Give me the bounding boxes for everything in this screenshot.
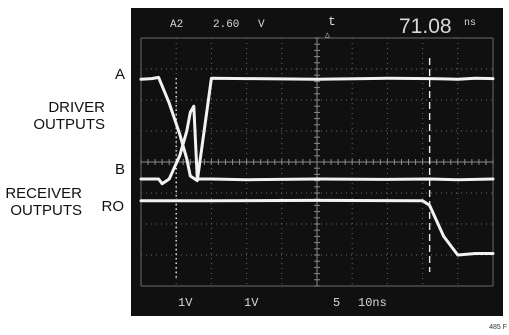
label-receiver-outputs: RECEIVER OUTPUTS (0, 185, 82, 219)
label-receiver-line2: OUTPUTS (10, 202, 82, 219)
readout-delta-triangle: △ (325, 31, 330, 40)
trace-b (139, 104, 495, 186)
footer-math-scale: 5 (333, 296, 340, 310)
readout-delta-unit: ns (464, 18, 476, 29)
footer-ch2-scale: 1V (244, 296, 259, 310)
trace-layer (139, 75, 495, 257)
label-driver-line1: DRIVER (48, 99, 105, 116)
trace-a (139, 75, 495, 183)
footer-readout: 1V 1V 5 10ns (178, 296, 387, 310)
readout-delta-value: 71.08 (399, 15, 452, 38)
label-b: B (114, 161, 125, 178)
figure-id: 485 F (489, 324, 507, 331)
label-driver-line2: OUTPUTS (33, 116, 105, 133)
header-readout: A2 2.60 V t △ 71.08 ns (170, 14, 476, 40)
footer-timebase: 10ns (358, 296, 387, 310)
label-driver-outputs: DRIVER OUTPUTS (0, 99, 105, 133)
readout-trigger-level: 2.60 (213, 19, 239, 31)
trace-ro (139, 198, 495, 257)
cursor-layer (175, 58, 431, 280)
label-receiver-line1: RECEIVER (5, 185, 82, 202)
label-a: A (114, 66, 125, 83)
readout-channel: A2 (170, 19, 183, 31)
label-ro: RO (101, 198, 125, 215)
oscilloscope-screen: A2 2.60 V t △ 71.08 ns 1V 1V 5 10ns (131, 8, 503, 316)
readout-trigger-unit: V (258, 19, 265, 31)
footer-ch1-scale: 1V (178, 296, 193, 310)
readout-delta-symbol: t (328, 14, 336, 29)
scope-graticule (140, 37, 494, 287)
